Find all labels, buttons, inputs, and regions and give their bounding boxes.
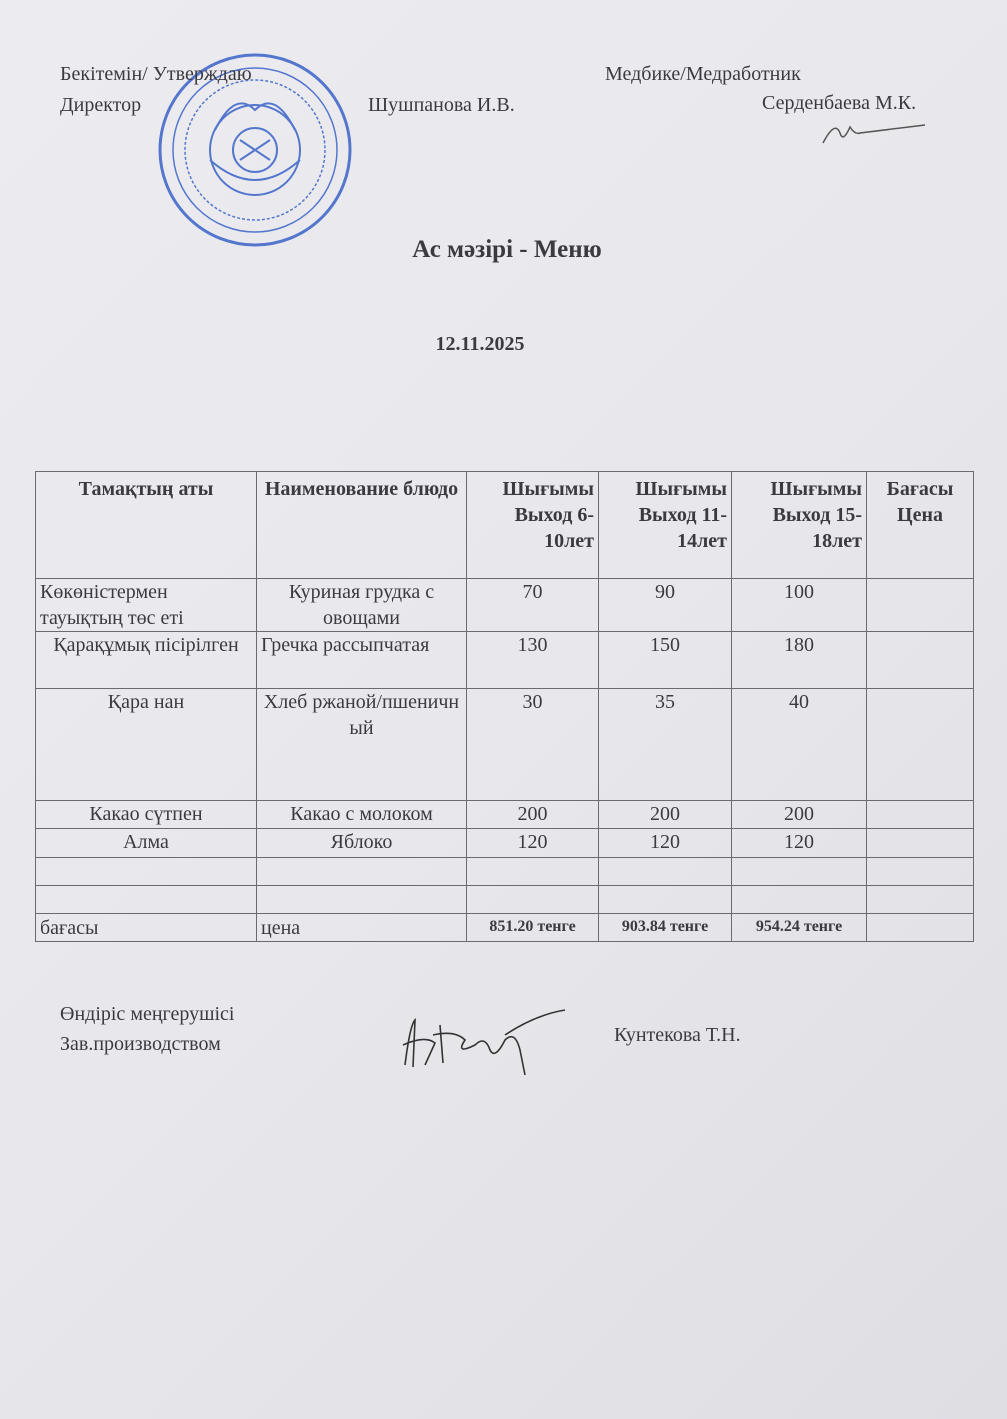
price [866, 578, 974, 632]
footer-name: Кунтекова Т.Н. [614, 1024, 741, 1046]
total-label-kz: бағасы [35, 913, 257, 942]
yield: 200 [598, 800, 732, 829]
yield: 70 [466, 578, 599, 632]
price [866, 688, 974, 801]
dish-kz: Алма [35, 828, 257, 858]
dish-ru: Яблоко [256, 828, 467, 858]
total-price: 903.84 тенге [598, 913, 732, 942]
yield: 130 [466, 631, 599, 689]
total-label-ru: цена [256, 913, 467, 942]
yield: 120 [466, 828, 599, 858]
col-header: Шығымы Выход 15-18лет [731, 471, 867, 579]
col-header: Тамақтың аты [35, 471, 257, 579]
director-name: Шушпанова И.В. [368, 94, 515, 116]
footer-role-ru: Зав.производством [60, 1033, 221, 1055]
col-header: Наименование блюдо [256, 471, 467, 579]
dish-kz: Қарақұмық пісірілген [35, 631, 257, 689]
col-header: Бағасы Цена [866, 471, 974, 579]
official-stamp [158, 53, 352, 247]
dish-ru: Гречка рассыпчатая [256, 631, 467, 689]
table-row: Какао сүтпен Какао с молоком 200 200 200 [35, 800, 974, 829]
manager-signature [402, 1009, 566, 1076]
dish-ru: Куриная грудка с овощами [256, 578, 467, 632]
yield: 40 [731, 688, 867, 801]
medic-label: Медбике/Медработник [605, 63, 801, 85]
price [866, 631, 974, 689]
page-title: Ас мәзірі - Меню [412, 236, 602, 263]
table-row: Алма Яблоко 120 120 120 [35, 828, 974, 858]
empty-row [35, 857, 974, 886]
table-row: Қара нан Хлеб ржаной/пшеничный 30 35 40 [35, 688, 974, 801]
yield: 180 [731, 631, 867, 689]
director-label: Директор [60, 94, 142, 116]
yield: 30 [466, 688, 599, 801]
price [866, 828, 974, 858]
price [866, 800, 974, 829]
dish-ru: Какао с молоком [256, 800, 467, 829]
total-price: 954.24 тенге [731, 913, 867, 942]
dish-kz: Қара нан [35, 688, 257, 801]
table-row: Көкөністермен тауықтың төс еті Куриная г… [35, 578, 974, 632]
yield: 120 [598, 828, 732, 858]
total-row: бағасы цена 851.20 тенге 903.84 тенге 95… [35, 913, 974, 942]
menu-table: Тамақтың аты Наименование блюдо Шығымы В… [35, 471, 974, 942]
medic-signature [822, 124, 926, 144]
table-row: Қарақұмық пісірілген Гречка рассыпчатая … [35, 631, 974, 689]
approve-label: Бекітемін/ Утверждаю [60, 63, 252, 85]
yield: 90 [598, 578, 732, 632]
yield: 150 [598, 631, 732, 689]
dish-kz: Какао сүтпен [35, 800, 257, 829]
empty-row [35, 885, 974, 914]
dish-ru: Хлеб ржаной/пшеничный [256, 688, 467, 801]
yield: 200 [466, 800, 599, 829]
yield: 200 [731, 800, 867, 829]
footer-role-kz: Өндіріс меңгерушісі [60, 1003, 235, 1025]
dish-kz: Көкөністермен тауықтың төс еті [35, 578, 257, 632]
col-header: Шығымы Выход 11-14лет [598, 471, 732, 579]
medic-name: Серденбаева М.К. [762, 92, 917, 114]
menu-date: 12.11.2025 [435, 333, 525, 355]
total-price: 851.20 тенге [466, 913, 599, 942]
yield: 35 [598, 688, 732, 801]
yield: 120 [731, 828, 867, 858]
yield: 100 [731, 578, 867, 632]
table-header-row: Тамақтың аты Наименование блюдо Шығымы В… [35, 471, 974, 579]
col-header: Шығымы Выход 6-10лет [466, 471, 599, 579]
